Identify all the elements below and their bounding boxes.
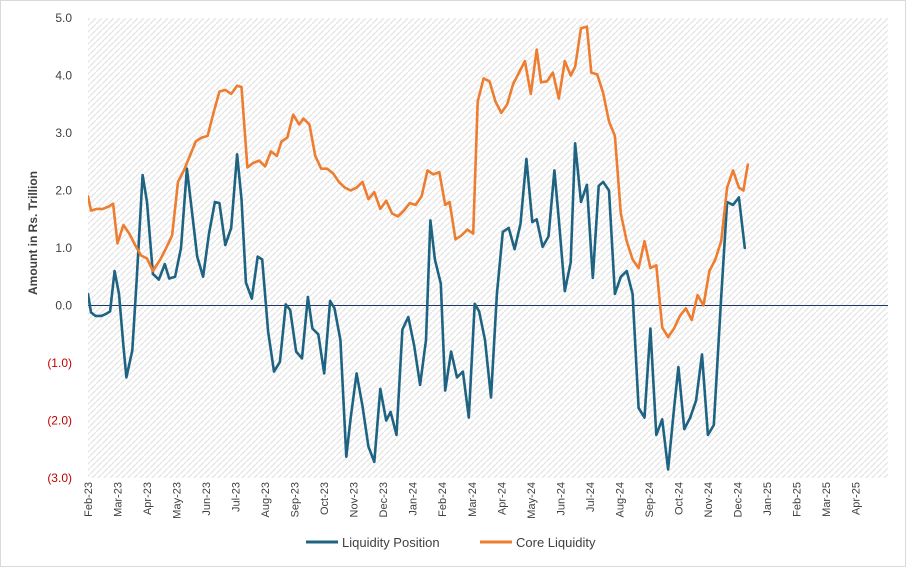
x-tick-label: Jan-25 [762,482,774,516]
x-tick-label: Apr-25 [851,482,863,515]
x-tick-label: Feb-25 [791,482,803,517]
y-tick-label: (2.0) [47,414,72,428]
y-axis-title: Amount in Rs. Trillion [26,171,40,295]
x-axis: Feb-23 Mar-23 Apr-23 May-23 Jun-23 Jul-23 Aug-… [83,482,863,519]
x-tick-label: Jun-24 [555,482,567,516]
x-tick-label: May-23 [172,482,184,519]
y-tick-label: 5.0 [55,11,72,25]
legend-label-core-liquidity: Core Liquidity [516,535,596,550]
legend-label-liquidity-position: Liquidity Position [342,535,440,550]
x-tick-label: Jan-24 [408,482,420,516]
y-axis: 5.0 4.0 3.0 2.0 1.0 0.0 (1.0) (2.0) (3.0) [47,11,72,485]
y-tick-label: (3.0) [47,471,72,485]
y-tick-label: 2.0 [55,184,72,198]
x-tick-label: Sep-24 [644,482,656,517]
x-tick-label: Mar-23 [113,482,125,517]
x-tick-label: Mar-25 [821,482,833,517]
x-tick-label: Jul-23 [231,482,243,512]
x-tick-label: Aug-24 [614,482,626,517]
y-tick-label: 4.0 [55,69,72,83]
x-tick-label: Apr-24 [496,482,508,515]
legend: Liquidity Position Core Liquidity [306,535,596,550]
y-tick-label: 3.0 [55,126,72,140]
plot-area-background [88,18,888,478]
x-tick-label: Aug-23 [260,482,272,517]
x-tick-label: Feb-23 [83,482,95,517]
x-tick-label: Nov-24 [703,482,715,517]
x-tick-label: Dec-23 [378,482,390,517]
x-tick-label: Jun-23 [201,482,213,516]
x-tick-label: May-24 [526,482,538,519]
x-tick-label: Feb-24 [437,482,449,517]
series-line-core-liquidity [88,25,750,339]
series-line-liquidity-position [88,142,747,471]
x-tick-label: Oct-23 [319,482,331,515]
x-tick-label: Apr-23 [142,482,154,515]
x-tick-label: Oct-24 [673,482,685,515]
x-tick-label: Dec-24 [732,482,744,517]
series-lines [88,25,750,471]
x-tick-label: Sep-23 [290,482,302,517]
y-tick-label: (1.0) [47,356,72,370]
x-tick-label: Jul-24 [585,482,597,512]
x-tick-label: Nov-23 [349,482,361,517]
y-tick-label: 1.0 [55,241,72,255]
y-tick-label: 0.0 [55,299,72,313]
x-tick-label: Mar-24 [467,482,479,517]
